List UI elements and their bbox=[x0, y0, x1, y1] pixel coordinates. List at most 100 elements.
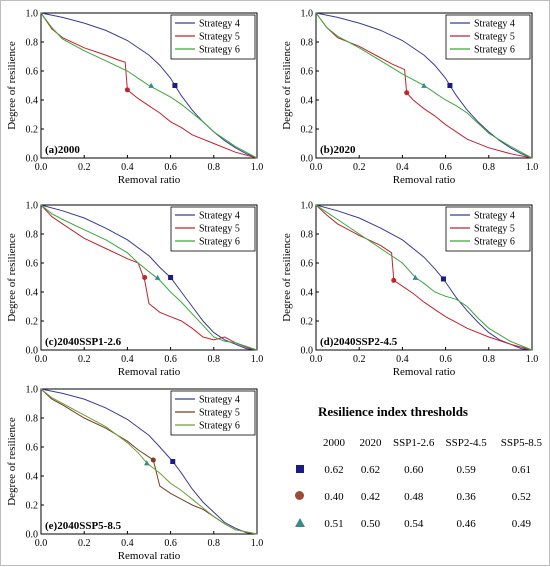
legend-label: Strategy 4 bbox=[474, 19, 515, 30]
series-line bbox=[40, 204, 258, 351]
y-tick-label: 0.4 bbox=[26, 96, 39, 107]
x-axis-label: Removal ratio bbox=[118, 174, 181, 186]
y-axis-label: Degree of resilience bbox=[6, 417, 18, 506]
plot-frame bbox=[40, 12, 258, 159]
y-tick-label: 0.4 bbox=[301, 96, 314, 107]
x-tick-label: 0.4 bbox=[396, 354, 409, 365]
legend-label: Strategy 5 bbox=[474, 32, 515, 43]
table-cell: 0.36 bbox=[456, 490, 476, 503]
circle-marker-icon bbox=[295, 490, 305, 500]
y-tick-label: 0.2 bbox=[26, 317, 39, 328]
column-header: 2020 bbox=[359, 436, 382, 449]
table-cell: 0.50 bbox=[360, 517, 381, 530]
y-tick-label: 0.8 bbox=[301, 38, 314, 49]
legend-label: Strategy 6 bbox=[199, 421, 240, 432]
y-tick-label: 0.0 bbox=[26, 154, 39, 165]
x-tick-label: 0.2 bbox=[78, 354, 91, 365]
table-cell: 0.49 bbox=[511, 517, 531, 530]
y-tick-label: 0.0 bbox=[26, 346, 39, 357]
square-marker bbox=[170, 459, 176, 464]
x-axis-label: Removal ratio bbox=[393, 366, 456, 378]
legend-label: Strategy 5 bbox=[199, 32, 240, 43]
threshold-table-title: Resilience index thresholds bbox=[318, 404, 468, 419]
column-header: SSP5-8.5 bbox=[500, 436, 543, 449]
plot-frame bbox=[40, 204, 258, 351]
chart-panel-c: 0.0 0.2 0.4 0.6 0.8 1.0 0.0 0.2 0.4 0.6 0.8 1.0 Remo… bbox=[6, 201, 264, 379]
series-line bbox=[315, 12, 533, 159]
legend-label: Strategy 4 bbox=[199, 395, 240, 406]
legend-label: Strategy 6 bbox=[199, 237, 240, 248]
y-tick-label: 0.8 bbox=[26, 230, 39, 241]
table-cell: 0.61 bbox=[511, 463, 531, 476]
circle-marker bbox=[404, 90, 410, 96]
x-tick-label: 1.0 bbox=[526, 354, 539, 365]
x-tick-label: 0.0 bbox=[310, 162, 323, 173]
y-tick-label: 0.0 bbox=[301, 154, 314, 165]
y-tick-label: 1.0 bbox=[301, 9, 314, 20]
legend-label: Strategy 6 bbox=[199, 45, 240, 56]
legend-label: Strategy 4 bbox=[474, 211, 515, 222]
y-axis-label: Degree of resilience bbox=[281, 41, 293, 130]
y-tick-label: 0.6 bbox=[301, 259, 314, 270]
legend-box bbox=[170, 390, 256, 436]
square-marker bbox=[440, 276, 446, 282]
x-tick-label: 0.4 bbox=[121, 162, 134, 173]
x-tick-label: 0.4 bbox=[121, 538, 134, 549]
table-cell: 0.62 bbox=[324, 463, 344, 476]
circle-marker bbox=[124, 87, 130, 93]
chart-panel-e: 0.0 0.2 0.4 0.6 0.8 1.0 0.0 0.2 0.4 0.6 0.8 1.0 Remo… bbox=[6, 385, 264, 563]
y-tick-label: 0.4 bbox=[301, 288, 314, 299]
circle-marker bbox=[391, 277, 397, 283]
x-tick-label: 1.0 bbox=[251, 354, 264, 365]
y-axis-label: Degree of resilience bbox=[6, 41, 18, 130]
x-axis-label: Removal ratio bbox=[393, 174, 456, 186]
legend-label: Strategy 5 bbox=[199, 408, 240, 419]
panel-label: (b)2020 bbox=[320, 144, 356, 156]
chart-panel-d: 0.0 0.2 0.4 0.6 0.8 1.0 0.0 0.2 0.4 0.6 0.8 1.0 Remo… bbox=[281, 201, 539, 379]
x-tick-label: 0.2 bbox=[353, 354, 366, 365]
square-marker bbox=[172, 83, 178, 88]
x-tick-label: 0.0 bbox=[310, 354, 323, 365]
x-tick-label: 0.6 bbox=[439, 354, 452, 365]
legend-label: Strategy 5 bbox=[199, 224, 240, 235]
table-cell: 0.40 bbox=[324, 490, 344, 503]
y-tick-label: 1.0 bbox=[26, 385, 39, 396]
y-tick-label: 0.6 bbox=[301, 67, 314, 78]
series-line bbox=[315, 204, 533, 351]
x-tick-label: 0.2 bbox=[353, 162, 366, 173]
x-tick-label: 1.0 bbox=[251, 538, 264, 549]
x-tick-label: 0.8 bbox=[208, 538, 221, 549]
x-tick-label: 0.2 bbox=[78, 162, 91, 173]
legend-box bbox=[445, 14, 531, 60]
y-tick-label: 0.2 bbox=[301, 317, 314, 328]
table-row: 0.51 0.50 0.54 0.46 0.49 bbox=[284, 510, 549, 537]
x-tick-label: 0.0 bbox=[35, 538, 48, 549]
panel-label: (a)2000 bbox=[45, 144, 80, 156]
chart-panel-b: 0.0 0.2 0.4 0.6 0.8 1.0 0.0 0.2 0.4 0.6 0.8 1.0 Remo… bbox=[281, 9, 538, 187]
x-tick-label: 0.4 bbox=[121, 354, 134, 365]
x-axis-label: Removal ratio bbox=[118, 366, 181, 378]
x-axis-label: Removal ratio bbox=[118, 550, 181, 562]
series-line bbox=[40, 12, 258, 159]
plot-frame bbox=[315, 204, 533, 351]
x-tick-label: 0.6 bbox=[164, 162, 177, 173]
triangle-marker bbox=[421, 82, 427, 88]
y-tick-label: 0.6 bbox=[26, 259, 39, 270]
circle-marker bbox=[142, 275, 148, 280]
triangle-marker-icon bbox=[294, 517, 305, 527]
plot-frame bbox=[40, 388, 258, 535]
square-marker bbox=[168, 275, 174, 280]
series-line bbox=[315, 204, 533, 351]
x-tick-label: 0.8 bbox=[483, 354, 496, 365]
table-cell: 0.48 bbox=[404, 490, 424, 503]
x-tick-label: 0.0 bbox=[35, 354, 48, 365]
panel-label: (e)2040SSP5-8.5 bbox=[45, 520, 122, 532]
y-tick-label: 1.0 bbox=[26, 9, 39, 20]
legend-box bbox=[170, 206, 256, 252]
legend-label: Strategy 4 bbox=[199, 19, 240, 30]
plot-frame bbox=[315, 12, 533, 159]
x-tick-label: 0.6 bbox=[164, 538, 177, 549]
table-cell: 0.42 bbox=[360, 490, 381, 503]
y-tick-label: 0.6 bbox=[26, 67, 39, 78]
y-tick-label: 0.0 bbox=[301, 346, 314, 357]
